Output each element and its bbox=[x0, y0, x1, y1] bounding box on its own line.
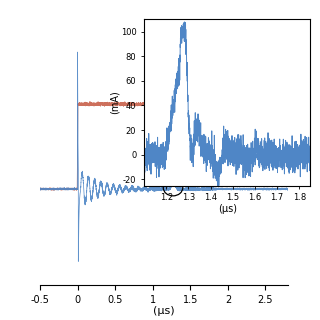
X-axis label: (μs): (μs) bbox=[153, 306, 175, 316]
X-axis label: (μs): (μs) bbox=[218, 204, 237, 214]
Y-axis label: (mA): (mA) bbox=[109, 91, 119, 114]
